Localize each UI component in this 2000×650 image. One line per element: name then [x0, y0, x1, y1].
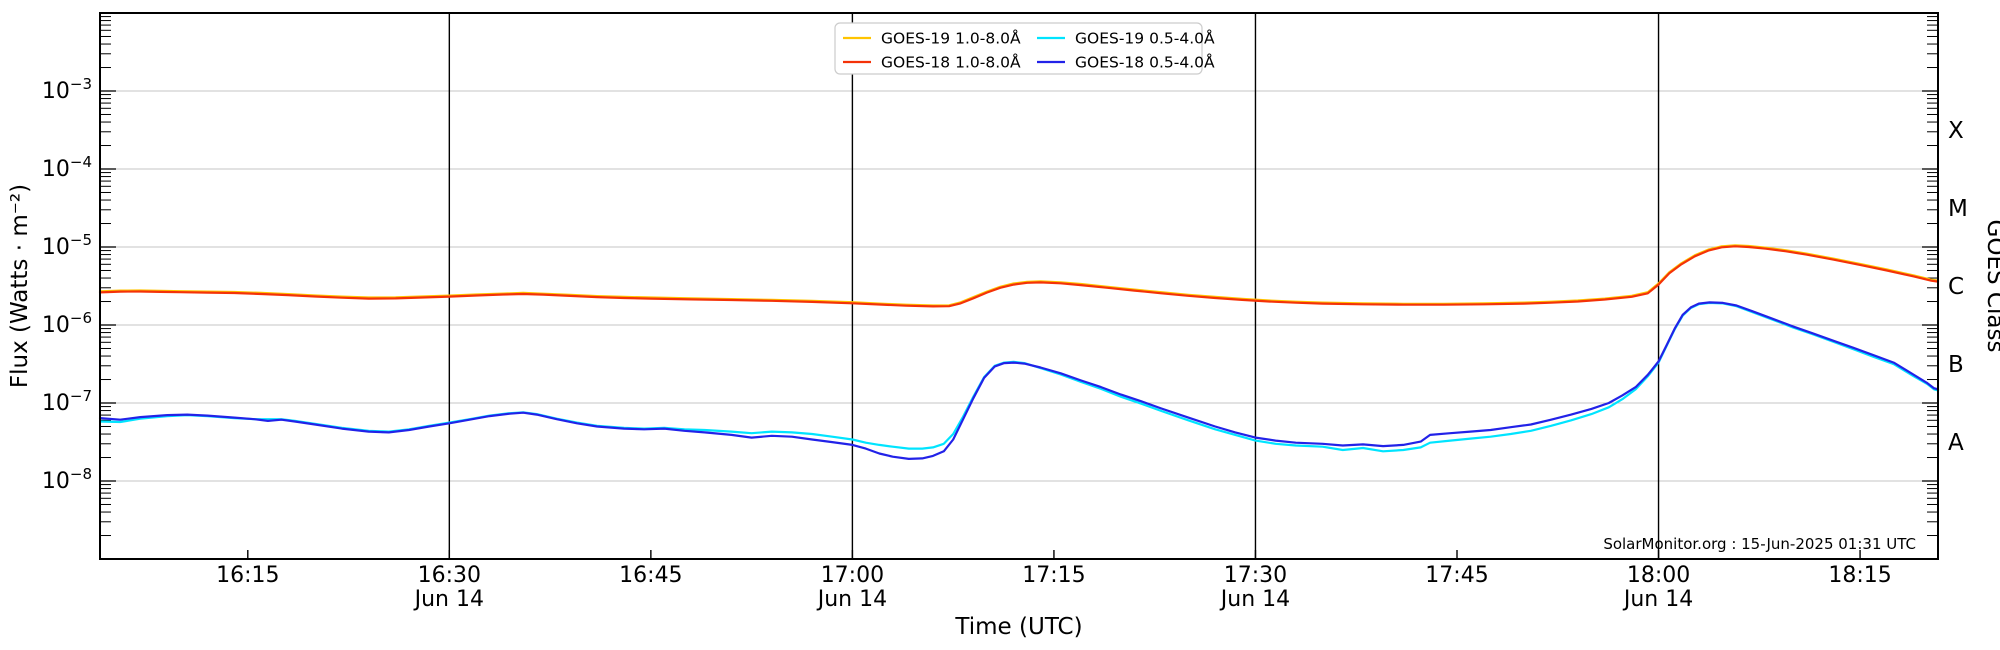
x-tick-label-16-45: 16:45 — [619, 563, 682, 588]
legend-label-1: GOES-18 1.0-8.0Å — [881, 53, 1021, 72]
legend-label-3: GOES-18 0.5-4.0Å — [1075, 53, 1215, 72]
x-tick-label-17-45: 17:45 — [1425, 563, 1488, 588]
y-tick-label-1e-7: 10−7 — [42, 387, 92, 416]
x-tick-label-16-30: 16:30 — [418, 563, 481, 588]
x-tick-label-18-15: 18:15 — [1828, 563, 1891, 588]
series-line-goes-19-1-0-8-0- — [98, 244, 1940, 307]
y2-axis-title: GOES Class — [1982, 220, 2000, 353]
legend-label-2: GOES-19 0.5-4.0Å — [1075, 29, 1215, 48]
x-tick-sublabel-16-30: Jun 14 — [413, 587, 484, 612]
series-line-goes-18-1-0-8-0- — [98, 245, 1940, 308]
x-tick-label-16-15: 16:15 — [216, 563, 279, 588]
watermark-text: SolarMonitor.org : 15-Jun-2025 01:31 UTC — [1603, 535, 1916, 553]
x-tick-sublabel-18-00: Jun 14 — [1622, 587, 1693, 612]
plot-border — [99, 12, 1939, 560]
legend-label-0: GOES-19 1.0-8.0Å — [881, 29, 1021, 48]
x-axis-title: Time (UTC) — [954, 614, 1082, 640]
goes-class-letter-X: X — [1948, 118, 1964, 144]
y-axis-title: Flux (Watts · m⁻²) — [7, 184, 33, 388]
x-tick-label-17-00: 17:00 — [821, 563, 884, 588]
goes-class-letter-B: B — [1948, 352, 1964, 378]
legend-box — [834, 22, 1203, 75]
goes-class-letter-C: C — [1948, 274, 1964, 300]
y-tick-label-1e-8: 10−8 — [42, 465, 92, 494]
y-tick-label-1e-6: 10−6 — [42, 309, 92, 338]
y-tick-label-1e-5: 10−5 — [42, 231, 92, 260]
goes-class-letter-A: A — [1948, 430, 1964, 456]
y-tick-label-1e-3: 10−3 — [42, 75, 92, 104]
x-tick-label-17-15: 17:15 — [1022, 563, 1085, 588]
x-tick-sublabel-17-00: Jun 14 — [816, 587, 887, 612]
goes-class-letter-M: M — [1948, 196, 1968, 222]
x-tick-label-18-00: 18:00 — [1627, 563, 1690, 588]
series-line-goes-18-0-5-4-0- — [98, 301, 1940, 460]
x-tick-sublabel-17-30: Jun 14 — [1219, 587, 1290, 612]
y-tick-label-1e-4: 10−4 — [42, 153, 92, 182]
x-tick-label-17-30: 17:30 — [1224, 563, 1287, 588]
